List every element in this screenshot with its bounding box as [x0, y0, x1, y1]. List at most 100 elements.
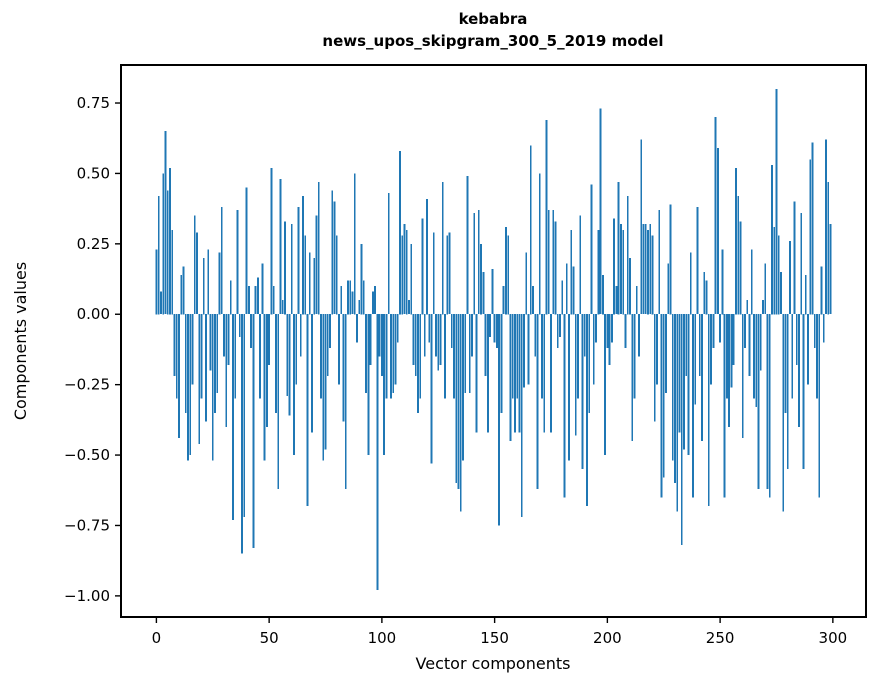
bar: [338, 314, 340, 385]
bar: [518, 314, 521, 433]
bar: [599, 108, 602, 315]
bar: [419, 314, 422, 399]
bar: [207, 249, 210, 315]
bar: [216, 314, 219, 394]
bar: [394, 314, 397, 385]
bar: [525, 252, 528, 315]
chart-subtitle: news_upos_skipgram_300_5_2019 model: [322, 32, 663, 50]
bar: [651, 235, 654, 315]
bar: [683, 314, 685, 450]
bar: [775, 88, 778, 315]
bar: [446, 235, 449, 315]
bar: [279, 179, 282, 315]
bar: [809, 159, 812, 315]
bar: [669, 204, 672, 315]
bar: [820, 266, 823, 315]
x-tick-label: 150: [480, 629, 509, 647]
axes-group: [120, 64, 867, 618]
bar: [829, 224, 832, 315]
bar: [261, 263, 264, 315]
bar: [495, 314, 498, 349]
bar: [275, 314, 277, 413]
bar: [448, 232, 451, 315]
y-axis-label: Components values: [11, 262, 30, 420]
bar: [514, 314, 516, 433]
bar: [755, 314, 758, 408]
bar: [358, 300, 361, 315]
bar: [689, 252, 692, 315]
bar: [665, 314, 667, 394]
bar: [789, 241, 791, 315]
bar: [480, 243, 482, 315]
x-tick-label: 300: [819, 629, 848, 647]
bar: [563, 314, 566, 498]
bar: [590, 184, 593, 315]
bar: [295, 314, 298, 385]
bar: [667, 263, 670, 315]
bar: [306, 314, 309, 506]
bar: [505, 226, 507, 315]
bar: [784, 314, 787, 413]
bar: [281, 300, 284, 315]
bar: [317, 181, 320, 315]
bar: [766, 314, 769, 489]
bar: [692, 314, 694, 498]
bar: [329, 314, 331, 349]
bar: [405, 229, 408, 315]
bar: [367, 314, 370, 456]
bar: [268, 314, 271, 365]
bar: [471, 314, 473, 357]
bar: [741, 314, 744, 439]
bar: [349, 280, 352, 315]
bar: [541, 314, 543, 399]
bar: [777, 235, 780, 315]
bar: [250, 314, 252, 349]
bar: [320, 314, 322, 399]
bar: [579, 215, 582, 315]
bar: [642, 224, 645, 315]
y-tick-label: 0.00: [77, 305, 110, 323]
bar: [773, 226, 776, 315]
bar: [428, 314, 431, 343]
bar: [601, 274, 604, 315]
bar: [696, 207, 699, 315]
bar: [486, 314, 489, 433]
bar: [277, 314, 280, 489]
bar: [757, 314, 760, 489]
bar: [568, 314, 570, 461]
bar: [351, 291, 354, 315]
bar: [459, 314, 462, 512]
bar: [606, 314, 609, 349]
bar: [759, 314, 762, 371]
bar: [308, 252, 311, 315]
bar: [426, 198, 428, 315]
bar: [629, 257, 631, 315]
y-tick-label: 0.75: [77, 94, 110, 112]
bar: [412, 314, 415, 365]
bar: [182, 266, 185, 315]
bar: [734, 167, 737, 315]
bar: [362, 280, 365, 315]
bar: [259, 314, 262, 399]
bar: [193, 215, 196, 315]
x-tick-label: 200: [593, 629, 622, 647]
bar: [164, 131, 167, 315]
bar: [703, 272, 706, 315]
bar: [732, 314, 735, 365]
bar: [813, 314, 816, 349]
bar: [450, 314, 453, 349]
bar: [565, 263, 568, 315]
bar: [529, 145, 532, 315]
bar: [347, 280, 349, 315]
bar: [484, 314, 487, 377]
bar: [543, 314, 546, 433]
bar: [211, 314, 214, 461]
bar: [297, 207, 300, 315]
bar: [290, 224, 293, 315]
bar: [804, 274, 807, 315]
bar: [284, 221, 286, 315]
bar: [180, 274, 183, 315]
bar: [401, 235, 404, 315]
bar: [791, 314, 794, 399]
bar: [615, 286, 618, 315]
